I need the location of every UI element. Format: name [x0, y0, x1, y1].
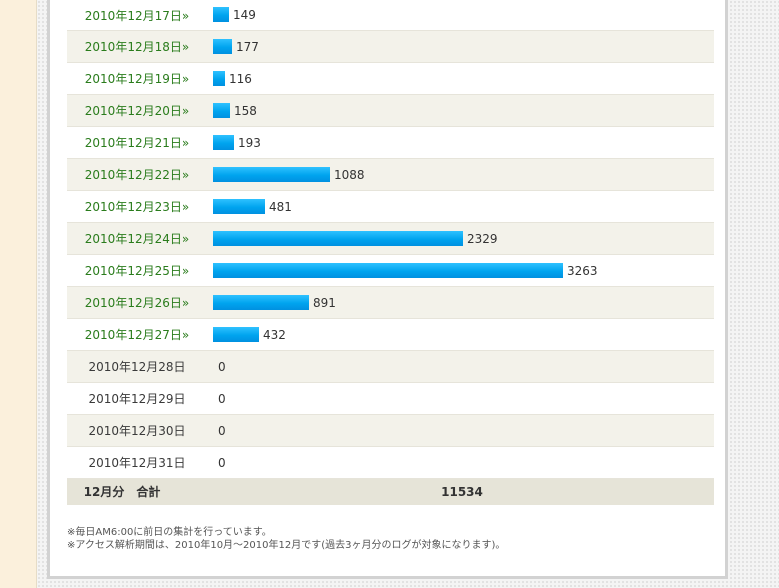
bar	[213, 166, 330, 182]
bar-value-label: 481	[269, 199, 292, 214]
bar-value-label: 3263	[567, 263, 598, 278]
table-row: 2010年12月17日» 149	[67, 0, 714, 31]
bar	[213, 326, 259, 342]
bar-value-label: 149	[233, 8, 256, 22]
date-label: 2010年12月29日	[88, 392, 186, 406]
table-row: 2010年12月27日» 432	[67, 319, 714, 351]
table-row: 2010年12月26日» 891	[67, 287, 714, 319]
bar-value-label: 2329	[467, 231, 498, 246]
table-row: 2010年12月19日» 116	[67, 63, 714, 95]
date-link[interactable]: 2010年12月17日»	[84, 8, 190, 23]
date-link[interactable]: 2010年12月20日»	[84, 104, 190, 118]
date-label: 2010年12月31日	[88, 456, 186, 470]
bar-value-label: 0	[218, 359, 226, 374]
date-link[interactable]: 2010年12月23日»	[84, 200, 190, 214]
total-value: 11534	[441, 485, 483, 499]
table-row: 2010年12月30日 0	[67, 415, 714, 447]
footnote-2: ※アクセス解析期間は、2010年10月～2010年12月です(過去3ヶ月分のログ…	[67, 540, 506, 551]
bar-value-label: 1088	[334, 167, 365, 182]
table-row: 2010年12月24日» 2329	[67, 223, 714, 255]
table-row: 2010年12月25日» 3263	[67, 255, 714, 287]
left-divider	[36, 0, 37, 588]
table-row: 2010年12月18日» 177	[67, 31, 714, 63]
bar-value-label: 116	[229, 71, 252, 86]
date-link[interactable]: 2010年12月25日»	[84, 264, 190, 278]
bar-value-label: 0	[218, 391, 226, 406]
table-row: 2010年12月22日» 1088	[67, 159, 714, 191]
daily-access-chart: 2010年12月17日» 149 2010年12月18日» 177 2010年12月19…	[67, 0, 714, 479]
bar-value-label: 891	[313, 295, 336, 310]
date-link[interactable]: 2010年12月26日»	[84, 296, 190, 310]
date-link[interactable]: 2010年12月18日»	[84, 40, 190, 54]
bar	[213, 198, 265, 214]
bar-value-label: 193	[238, 135, 261, 150]
bar-value-label: 0	[218, 423, 226, 438]
bar-value-label: 0	[218, 455, 226, 470]
table-row: 2010年12月21日» 193	[67, 127, 714, 159]
footnote-1: ※毎日AM6:00に前日の集計を行っています。	[67, 527, 272, 538]
bar-value-label: 158	[234, 103, 257, 118]
table-row: 2010年12月23日» 481	[67, 191, 714, 223]
total-row: 12月分 合計 11534	[67, 479, 714, 505]
table-row: 2010年12月31日 0	[67, 447, 714, 479]
bar	[213, 230, 463, 246]
footnotes: ※毎日AM6:00に前日の集計を行っています。 ※アクセス解析期間は、2010年…	[67, 526, 505, 552]
bar	[213, 70, 225, 86]
bar	[213, 102, 230, 118]
table-row: 2010年12月28日 0	[67, 351, 714, 383]
date-label: 2010年12月28日	[88, 360, 186, 374]
date-link[interactable]: 2010年12月22日»	[84, 168, 190, 182]
table-row: 2010年12月20日» 158	[67, 95, 714, 127]
date-link[interactable]: 2010年12月19日»	[84, 72, 190, 86]
bar	[213, 134, 234, 150]
date-link[interactable]: 2010年12月24日»	[84, 232, 190, 246]
bar	[213, 7, 229, 22]
bar	[213, 38, 232, 54]
table-row: 2010年12月29日 0	[67, 383, 714, 415]
bar	[213, 294, 309, 310]
total-label: 12月分 合計	[83, 485, 161, 499]
date-label: 2010年12月30日	[88, 424, 186, 438]
bar-value-label: 177	[236, 39, 259, 54]
bar	[213, 262, 563, 278]
left-background-band	[0, 0, 36, 588]
date-link[interactable]: 2010年12月27日»	[84, 328, 190, 342]
bar-value-label: 432	[263, 327, 286, 342]
date-link[interactable]: 2010年12月21日»	[84, 136, 190, 150]
